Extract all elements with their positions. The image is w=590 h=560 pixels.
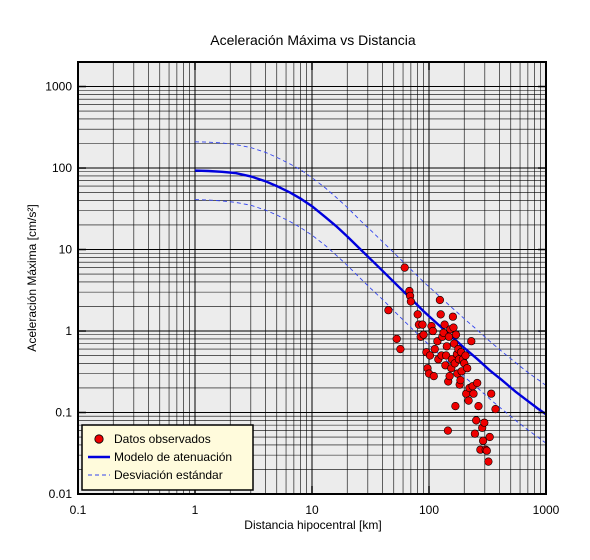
data-point — [396, 345, 405, 354]
data-point — [425, 351, 435, 360]
data-point — [482, 446, 491, 455]
data-point — [448, 312, 458, 321]
y-tick-label: 1000 — [45, 80, 72, 94]
legend-box — [81, 424, 254, 491]
data-point — [463, 364, 472, 373]
data-point — [469, 389, 478, 398]
curves — [194, 141, 547, 444]
legend-label-points: Datos observados — [114, 432, 211, 446]
data-point — [479, 436, 488, 445]
chart-title: Aceleración Máxima vs Distancia — [210, 32, 416, 48]
y-tick-label: 0.1 — [55, 406, 72, 420]
data-point — [443, 426, 453, 435]
deviation-upper-line — [194, 141, 547, 386]
data-point — [442, 342, 451, 351]
data-point — [467, 337, 476, 346]
data-point — [444, 332, 454, 341]
data-point — [456, 376, 465, 385]
data-point — [485, 432, 494, 442]
data-point — [406, 297, 416, 306]
x-tick-label: 100 — [419, 503, 439, 517]
legend-marker-points — [94, 434, 104, 444]
x-axis-title: Distancia hipocentral [km] — [244, 518, 381, 532]
data-point — [484, 457, 493, 466]
data-point — [451, 330, 461, 339]
legend: Datos observados Modelo de atenuación De… — [81, 424, 254, 491]
model-line — [194, 169, 547, 416]
y-tick-label: 100 — [52, 161, 72, 175]
data-point — [429, 372, 438, 381]
x-tick-labels: 0.1 1 10 100 1000 — [70, 503, 560, 517]
data-point — [413, 310, 422, 319]
data-point — [436, 310, 445, 319]
data-point — [435, 295, 445, 305]
y-tick-label: 0.01 — [49, 487, 73, 501]
data-point — [449, 323, 458, 332]
data-point — [461, 351, 470, 360]
data-point — [442, 351, 451, 360]
data-point — [464, 396, 473, 405]
legend-label-model: Modelo de atenuación — [114, 450, 232, 464]
x-tick-label: 0.1 — [70, 503, 87, 517]
data-point — [440, 320, 449, 329]
y-tick-label: 10 — [59, 243, 73, 257]
data-point — [419, 330, 428, 339]
data-point — [392, 334, 401, 344]
y-tick-labels: 0.01 0.1 1 10 100 1000 — [45, 80, 72, 501]
grid — [77, 61, 546, 495]
x-tick-label: 1 — [192, 503, 199, 517]
legend-label-deviation: Desviación estándar — [114, 468, 223, 482]
data-point — [428, 326, 438, 336]
data-point — [491, 405, 500, 414]
data-point — [470, 429, 480, 438]
y-tick-label: 1 — [65, 324, 72, 338]
data-point — [451, 402, 460, 411]
data-point — [480, 418, 489, 427]
data-points — [384, 263, 500, 466]
data-point — [473, 378, 482, 388]
data-point — [400, 263, 409, 272]
axis-ticks — [77, 62, 546, 495]
data-point — [418, 320, 427, 329]
data-point — [384, 306, 393, 315]
y-axis-title: Aceleración Máxima [cm/s²] — [25, 204, 39, 351]
x-tick-label: 10 — [305, 503, 319, 517]
data-point — [472, 416, 481, 425]
data-point — [474, 402, 483, 411]
data-point — [430, 345, 439, 354]
data-point — [450, 339, 459, 348]
data-point — [445, 372, 454, 381]
data-point — [487, 389, 496, 398]
x-tick-label: 1000 — [533, 503, 560, 517]
deviation-lower-line — [194, 199, 547, 444]
